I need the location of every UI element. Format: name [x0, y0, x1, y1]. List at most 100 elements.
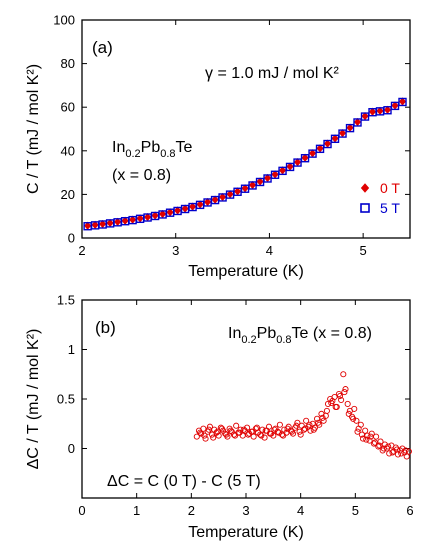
- panel-b-compound: In0.2Pb0.8Te (x = 0.8): [228, 325, 372, 346]
- panel-b-data-point: [257, 431, 264, 438]
- panel-a-data-point: [293, 158, 302, 167]
- panel-a-data-point: [308, 149, 317, 158]
- panel-b-data-point: [214, 428, 221, 435]
- panel-a-data-point: [360, 112, 370, 121]
- panel-b-data-point: [328, 399, 335, 407]
- panel-a-x-axis-title: Temperature (K): [188, 263, 304, 280]
- panel-a-x-value: (x = 0.8): [112, 167, 171, 184]
- panel-b-x-axis-title: Temperature (K): [188, 524, 304, 541]
- panel-a-ytick-label: 80: [61, 56, 75, 71]
- legend-marker-0t: [360, 183, 370, 193]
- panel-a-ytick-label: 40: [61, 143, 75, 158]
- panel-a-data-point: [338, 129, 347, 138]
- panel-b-data-point: [319, 414, 326, 421]
- panel-b-data-point: [389, 449, 396, 456]
- panel-b-data-point: [303, 417, 310, 424]
- panel-b-data-point: [358, 431, 365, 438]
- panel-b-data-point: [351, 405, 358, 412]
- panel-b-data-point: [345, 410, 352, 417]
- panel-b-data-point: [227, 427, 234, 434]
- panel-b-tick-labels: 0 1 2 3 4 5 6 0 0.5 1 1.5: [57, 293, 414, 519]
- panel-b-data-point: [375, 443, 382, 450]
- panel-b-data-point: [371, 439, 379, 446]
- panel-a-frame: [81, 19, 411, 239]
- panel-b-data-point: [353, 417, 360, 424]
- panel-b-data-point: [310, 426, 317, 433]
- panel-a-ticks: [81, 19, 410, 239]
- panel-b-data-point: [275, 429, 282, 436]
- panel-b-data-point: [336, 392, 344, 400]
- panel-b-data-point: [274, 428, 281, 435]
- panel-b-data-point: [376, 442, 383, 449]
- panel-b-ytick-label: 1.5: [57, 293, 75, 308]
- panel-b-xtick-label: 6: [406, 503, 413, 518]
- panel-b-data-point: [202, 435, 209, 442]
- panel-b-xtick-label: 4: [297, 503, 304, 518]
- legend-marker-5t: [360, 203, 370, 213]
- panel-b-data-point: [270, 432, 277, 439]
- panel-a-compound: In0.2Pb0.8Te: [112, 139, 193, 160]
- panel-b-data-point: [294, 419, 301, 426]
- panel-b-data-point: [245, 431, 252, 438]
- panel-b-data-point: [341, 389, 348, 396]
- panel-b-points: [193, 371, 412, 460]
- panel-b-data-point: [265, 423, 273, 430]
- panel-b-data-point: [249, 428, 256, 435]
- legend-label-5t: 5 T: [380, 200, 400, 216]
- panel-a-ytick-label: 60: [61, 100, 75, 115]
- panel-a-ytick-label: 20: [61, 187, 75, 202]
- panel-b-data-point: [259, 426, 266, 433]
- panel-b-formula: ΔC = C (0 T) - C (5 T): [107, 473, 261, 490]
- panel-b-data-point: [373, 433, 380, 440]
- panel-b-data-point: [261, 434, 268, 441]
- panel-a-xtick-label: 3: [172, 243, 179, 258]
- panel-b-data-point: [253, 424, 260, 431]
- panel-b-data-point: [240, 426, 247, 433]
- panel-b-ticks: [81, 299, 411, 498]
- panel-b-data-point: [350, 415, 357, 422]
- panel-b-data-point: [367, 433, 374, 440]
- panel-b-data-point: [232, 432, 239, 439]
- panel-a-ytick-label: 100: [53, 13, 75, 28]
- panel-b-data-point: [288, 428, 295, 435]
- panel-b-data-point: [284, 425, 291, 432]
- panel-b-ytick-label: 0: [68, 441, 75, 456]
- panel-b-data-point: [267, 430, 274, 437]
- panel-a-data-point: [383, 106, 392, 115]
- panel-b-data-point: [293, 422, 300, 429]
- panel-b-data-point: [332, 403, 339, 410]
- panel-b-y-axis-title: ΔC / T (mJ / mol K²): [25, 329, 42, 470]
- panel-b-data-point: [297, 431, 304, 438]
- panel-b-data-point: [300, 426, 307, 433]
- panel-b: 0 1 2 3 4 5 6 0 0.5 1 1.5 (b) In0.2Pb0.8Te (x = 0.…: [25, 293, 414, 542]
- panel-b-xtick-label: 0: [78, 503, 85, 518]
- panel-b-ytick-label: 0.5: [57, 392, 75, 407]
- panel-a-xtick-label: 2: [78, 243, 85, 258]
- panel-b-data-point: [276, 421, 283, 428]
- panel-b-data-point: [239, 432, 246, 439]
- panel-b-data-point: [344, 400, 351, 408]
- panel-b-data-point: [398, 450, 405, 457]
- panel-b-data-point: [362, 427, 369, 434]
- panel-b-xtick-label: 1: [133, 503, 140, 518]
- panel-b-data-point: [237, 426, 244, 433]
- legend-label-0t: 0 T: [380, 180, 400, 196]
- panel-b-data-point: [206, 423, 213, 430]
- panel-a: 2 3 4 5 0 20 40 60 80 100 (a) γ = 1.0 mJ / mol K²…: [25, 13, 411, 280]
- panel-b-xtick-label: 2: [188, 503, 195, 518]
- panel-a-tick-labels: 2 3 4 5 0 20 40 60 80 100: [53, 13, 366, 259]
- panel-b-data-point: [210, 434, 217, 441]
- panel-a-xtick-label: 4: [266, 243, 273, 258]
- panel-a-legend: 0 T 5 T: [360, 180, 400, 216]
- panel-b-data-point: [323, 407, 330, 414]
- panel-b-data-point: [366, 437, 373, 444]
- panel-a-xtick-label: 5: [360, 243, 367, 258]
- panel-b-xtick-label: 5: [352, 503, 359, 518]
- panel-b-data-point: [393, 446, 400, 453]
- panel-b-data-point: [342, 386, 349, 393]
- panel-a-data-point: [323, 139, 332, 149]
- panel-b-data-point: [338, 396, 345, 404]
- panel-b-data-point: [385, 443, 392, 450]
- panel-a-data-point: [315, 144, 325, 154]
